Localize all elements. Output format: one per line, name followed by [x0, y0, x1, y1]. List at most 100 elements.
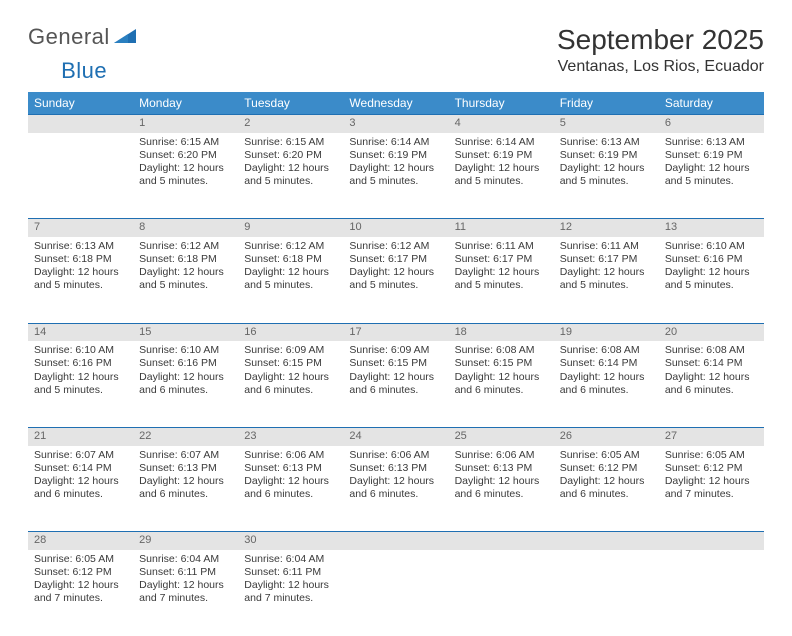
day-number-cell: 5	[554, 115, 659, 133]
day-body-cell: Sunrise: 6:05 AMSunset: 6:12 PMDaylight:…	[554, 446, 659, 532]
day2-text: and 6 minutes.	[455, 488, 548, 501]
day1-text: Daylight: 12 hours	[665, 371, 758, 384]
day1-text: Daylight: 12 hours	[244, 266, 337, 279]
sunrise-text: Sunrise: 6:13 AM	[665, 136, 758, 149]
sunset-text: Sunset: 6:13 PM	[349, 462, 442, 475]
day-number-cell: 28	[28, 532, 133, 550]
day-number-cell: 9	[238, 219, 343, 237]
day2-text: and 5 minutes.	[560, 175, 653, 188]
day1-text: Daylight: 12 hours	[455, 266, 548, 279]
day1-text: Daylight: 12 hours	[139, 266, 232, 279]
day1-text: Daylight: 12 hours	[665, 266, 758, 279]
day-number-cell: 20	[659, 323, 764, 341]
sunset-text: Sunset: 6:11 PM	[139, 566, 232, 579]
day-number-cell: 2	[238, 115, 343, 133]
day-number-row: 21222324252627	[28, 427, 764, 445]
day-number-cell: 11	[449, 219, 554, 237]
day2-text: and 7 minutes.	[139, 592, 232, 605]
day-number-cell: 25	[449, 427, 554, 445]
sunrise-text: Sunrise: 6:07 AM	[34, 449, 127, 462]
day1-text: Daylight: 12 hours	[560, 266, 653, 279]
sunset-text: Sunset: 6:13 PM	[139, 462, 232, 475]
sunrise-text: Sunrise: 6:14 AM	[455, 136, 548, 149]
day2-text: and 5 minutes.	[455, 279, 548, 292]
calendar-table: Sunday Monday Tuesday Wednesday Thursday…	[28, 92, 764, 636]
brand-logo: General	[28, 24, 136, 50]
day-number-cell: 6	[659, 115, 764, 133]
day-number-cell: 30	[238, 532, 343, 550]
day-number-cell: 17	[343, 323, 448, 341]
day-number-cell: 21	[28, 427, 133, 445]
day-number-cell: 8	[133, 219, 238, 237]
sunrise-text: Sunrise: 6:08 AM	[560, 344, 653, 357]
day-number-cell: 4	[449, 115, 554, 133]
day-number-cell	[28, 115, 133, 133]
sunset-text: Sunset: 6:17 PM	[560, 253, 653, 266]
day2-text: and 7 minutes.	[34, 592, 127, 605]
day1-text: Daylight: 12 hours	[139, 475, 232, 488]
day2-text: and 6 minutes.	[560, 488, 653, 501]
day-number-cell: 7	[28, 219, 133, 237]
day-body-cell: Sunrise: 6:11 AMSunset: 6:17 PMDaylight:…	[449, 237, 554, 323]
weekday-header: Saturday	[659, 92, 764, 115]
day-number-cell: 29	[133, 532, 238, 550]
day-number-cell: 12	[554, 219, 659, 237]
day-body-cell: Sunrise: 6:12 AMSunset: 6:18 PMDaylight:…	[133, 237, 238, 323]
day-body-cell: Sunrise: 6:14 AMSunset: 6:19 PMDaylight:…	[449, 133, 554, 219]
day-number-cell	[554, 532, 659, 550]
sunset-text: Sunset: 6:19 PM	[665, 149, 758, 162]
day1-text: Daylight: 12 hours	[349, 162, 442, 175]
day1-text: Daylight: 12 hours	[455, 162, 548, 175]
sunrise-text: Sunrise: 6:08 AM	[665, 344, 758, 357]
brand-word2: Blue	[61, 58, 107, 84]
calendar-page: General September 2025 Ventanas, Los Rio…	[0, 0, 792, 636]
sunrise-text: Sunrise: 6:10 AM	[139, 344, 232, 357]
day-number-cell: 27	[659, 427, 764, 445]
day-body-row: Sunrise: 6:07 AMSunset: 6:14 PMDaylight:…	[28, 446, 764, 532]
sunrise-text: Sunrise: 6:10 AM	[34, 344, 127, 357]
day2-text: and 5 minutes.	[665, 175, 758, 188]
sunrise-text: Sunrise: 6:05 AM	[560, 449, 653, 462]
day-body-cell: Sunrise: 6:12 AMSunset: 6:18 PMDaylight:…	[238, 237, 343, 323]
sunset-text: Sunset: 6:17 PM	[455, 253, 548, 266]
day2-text: and 5 minutes.	[349, 175, 442, 188]
sunrise-text: Sunrise: 6:13 AM	[560, 136, 653, 149]
day-body-cell: Sunrise: 6:09 AMSunset: 6:15 PMDaylight:…	[343, 341, 448, 427]
sunset-text: Sunset: 6:12 PM	[34, 566, 127, 579]
day-number-cell: 15	[133, 323, 238, 341]
weekday-header: Sunday	[28, 92, 133, 115]
day2-text: and 6 minutes.	[139, 384, 232, 397]
sunrise-text: Sunrise: 6:06 AM	[349, 449, 442, 462]
day-number-cell: 23	[238, 427, 343, 445]
sunrise-text: Sunrise: 6:11 AM	[560, 240, 653, 253]
day2-text: and 5 minutes.	[34, 384, 127, 397]
day1-text: Daylight: 12 hours	[139, 579, 232, 592]
title-block: September 2025 Ventanas, Los Rios, Ecuad…	[557, 24, 764, 76]
day-body-cell	[659, 550, 764, 636]
day-body-cell	[28, 133, 133, 219]
sunset-text: Sunset: 6:13 PM	[455, 462, 548, 475]
sunrise-text: Sunrise: 6:06 AM	[455, 449, 548, 462]
day1-text: Daylight: 12 hours	[455, 475, 548, 488]
day-body-cell: Sunrise: 6:08 AMSunset: 6:14 PMDaylight:…	[554, 341, 659, 427]
sunrise-text: Sunrise: 6:09 AM	[244, 344, 337, 357]
day-number-cell: 18	[449, 323, 554, 341]
day1-text: Daylight: 12 hours	[244, 371, 337, 384]
day-body-cell: Sunrise: 6:06 AMSunset: 6:13 PMDaylight:…	[343, 446, 448, 532]
day1-text: Daylight: 12 hours	[560, 162, 653, 175]
day-number-cell: 13	[659, 219, 764, 237]
sunrise-text: Sunrise: 6:12 AM	[139, 240, 232, 253]
day-body-cell	[554, 550, 659, 636]
day2-text: and 5 minutes.	[455, 175, 548, 188]
sunrise-text: Sunrise: 6:15 AM	[244, 136, 337, 149]
day1-text: Daylight: 12 hours	[34, 266, 127, 279]
day2-text: and 6 minutes.	[244, 488, 337, 501]
sunset-text: Sunset: 6:18 PM	[34, 253, 127, 266]
day2-text: and 6 minutes.	[349, 384, 442, 397]
day2-text: and 6 minutes.	[665, 384, 758, 397]
sunset-text: Sunset: 6:19 PM	[455, 149, 548, 162]
day1-text: Daylight: 12 hours	[349, 266, 442, 279]
sunrise-text: Sunrise: 6:09 AM	[349, 344, 442, 357]
day2-text: and 7 minutes.	[665, 488, 758, 501]
day-body-cell: Sunrise: 6:13 AMSunset: 6:19 PMDaylight:…	[659, 133, 764, 219]
